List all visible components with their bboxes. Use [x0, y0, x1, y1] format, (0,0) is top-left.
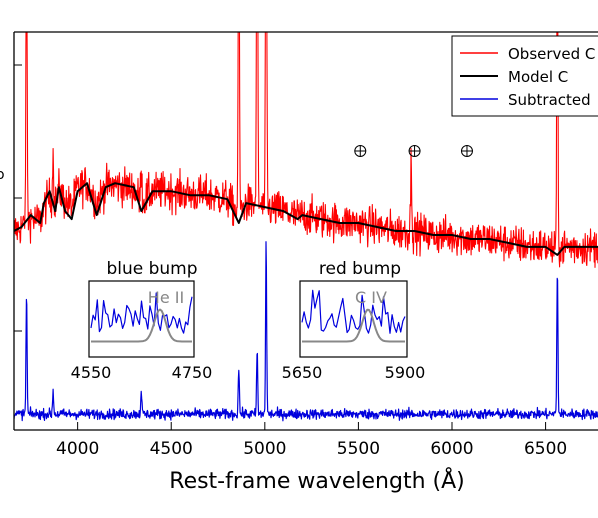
x-tick-label-5500: 5500: [337, 439, 380, 459]
telluric-marker-cross-1: [409, 145, 421, 157]
model-spectrum-series: [14, 182, 598, 256]
inset-red-bump-title: red bump: [319, 259, 401, 279]
subtracted-spectrum-line: [14, 241, 598, 422]
legend-label-subtracted: Subtracted: [508, 91, 591, 109]
inset-fit-line: [91, 308, 192, 343]
inset-fit-line: [302, 308, 405, 343]
subtracted-spectrum-series: [14, 241, 598, 422]
x-tick-label-4500: 4500: [150, 439, 193, 459]
inset-red-bump: red bump C IV 5650 5900: [282, 259, 426, 382]
inset-red-bump-line-label: C IV: [355, 288, 387, 307]
y-axis-label-fragment: o: [0, 167, 5, 183]
inset-blue-bump-tick-left: 4550: [71, 363, 112, 382]
inset-observed-line: [301, 289, 406, 334]
inset-red-bump-series: [301, 289, 406, 343]
legend: Observed C Model C Subtracted: [451, 35, 598, 117]
inset-blue-bump-line-label: He II: [148, 288, 184, 307]
x-tick-label-5000: 5000: [243, 439, 286, 459]
legend-label-observed: Observed C: [508, 45, 595, 63]
inset-blue-bump: blue bump He II 4550 4750: [71, 259, 213, 382]
x-tick-label-4000: 4000: [56, 439, 99, 459]
inset-blue-bump-tick-right: 4750: [172, 363, 213, 382]
inset-blue-bump-series: [90, 292, 193, 343]
inset-red-bump-tick-left: 5650: [282, 363, 323, 382]
inset-observed-line: [90, 292, 193, 334]
telluric-marker-cross-2: [461, 145, 473, 157]
inset-red-bump-tick-right: 5900: [385, 363, 426, 382]
telluric-markers: [354, 145, 473, 157]
x-axis-label: Rest-frame wavelength (Å): [169, 467, 464, 494]
x-tick-label-6500: 6500: [524, 439, 567, 459]
inset-blue-bump-frame: [88, 280, 195, 358]
x-ticks: 4000 4500 5000 5500 6000 6500: [56, 422, 567, 459]
legend-label-model: Model C: [508, 68, 568, 86]
model-spectrum-line: [14, 182, 598, 256]
telluric-marker-cross-0: [354, 145, 366, 157]
x-tick-label-6000: 6000: [430, 439, 473, 459]
inset-blue-bump-title: blue bump: [106, 259, 197, 279]
